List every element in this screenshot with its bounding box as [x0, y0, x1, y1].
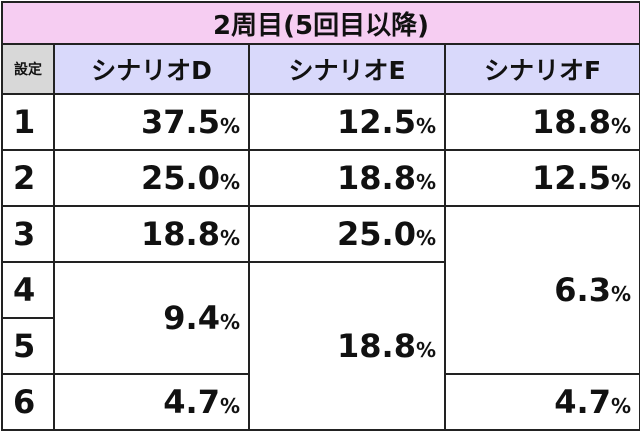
cell: 25.0%: [53, 149, 250, 207]
setting: 4: [1, 261, 55, 319]
cell: 4.7%: [53, 373, 250, 431]
cell: 18.8%: [53, 205, 250, 263]
cell-value: 12.5: [337, 103, 416, 141]
cell: 12.5%: [248, 93, 446, 151]
cell-value: 4.7: [163, 383, 220, 421]
cell-value: 9.4: [163, 299, 220, 337]
cell-unit: %: [610, 170, 632, 194]
cell-value: 25.0: [337, 215, 416, 253]
cell-unit: %: [610, 394, 632, 418]
cell-value: 37.5: [141, 103, 220, 141]
cell-unit: %: [415, 338, 436, 362]
cell: 6.3%: [443, 205, 640, 375]
cell: 4.7%: [443, 373, 640, 431]
cell-value: 6.3: [554, 271, 611, 309]
cell-value: 18.8: [337, 327, 416, 365]
header-column: シナリオD: [53, 43, 250, 95]
cell: 9.4%: [53, 261, 250, 375]
setting: 1: [1, 93, 55, 151]
cell-unit: %: [415, 170, 436, 194]
cell-unit: %: [610, 114, 632, 138]
header-setting: 設定: [1, 43, 55, 95]
cell-value: 18.8: [532, 103, 611, 141]
cell-unit: %: [219, 170, 240, 194]
cell: 12.5%: [443, 149, 640, 207]
cell: 37.5%: [53, 93, 250, 151]
header-column: シナリオF: [443, 43, 640, 95]
cell-value: 12.5: [532, 159, 611, 197]
cell-unit: %: [219, 394, 240, 418]
cell-unit: %: [610, 282, 632, 306]
cell: 18.8%: [443, 93, 640, 151]
setting: 3: [1, 205, 55, 263]
table-title: 2周目(5回目以降): [0, 1, 640, 45]
cell-value: 4.7: [554, 383, 611, 421]
setting: 6: [1, 373, 55, 431]
cell-value: 18.8: [337, 159, 416, 197]
setting: 5: [1, 317, 55, 375]
cell: 18.8%: [248, 149, 446, 207]
cell-unit: %: [415, 114, 436, 138]
cell-value: 25.0: [141, 159, 220, 197]
setting: 2: [1, 149, 55, 207]
header-column: シナリオE: [248, 43, 446, 95]
cell-unit: %: [219, 310, 240, 334]
cell-value: 18.8: [141, 215, 220, 253]
cell-unit: %: [219, 226, 240, 250]
cell-unit: %: [219, 114, 240, 138]
cell: 25.0%: [248, 205, 446, 263]
cell: 18.8%: [248, 261, 446, 431]
cell-unit: %: [415, 226, 436, 250]
